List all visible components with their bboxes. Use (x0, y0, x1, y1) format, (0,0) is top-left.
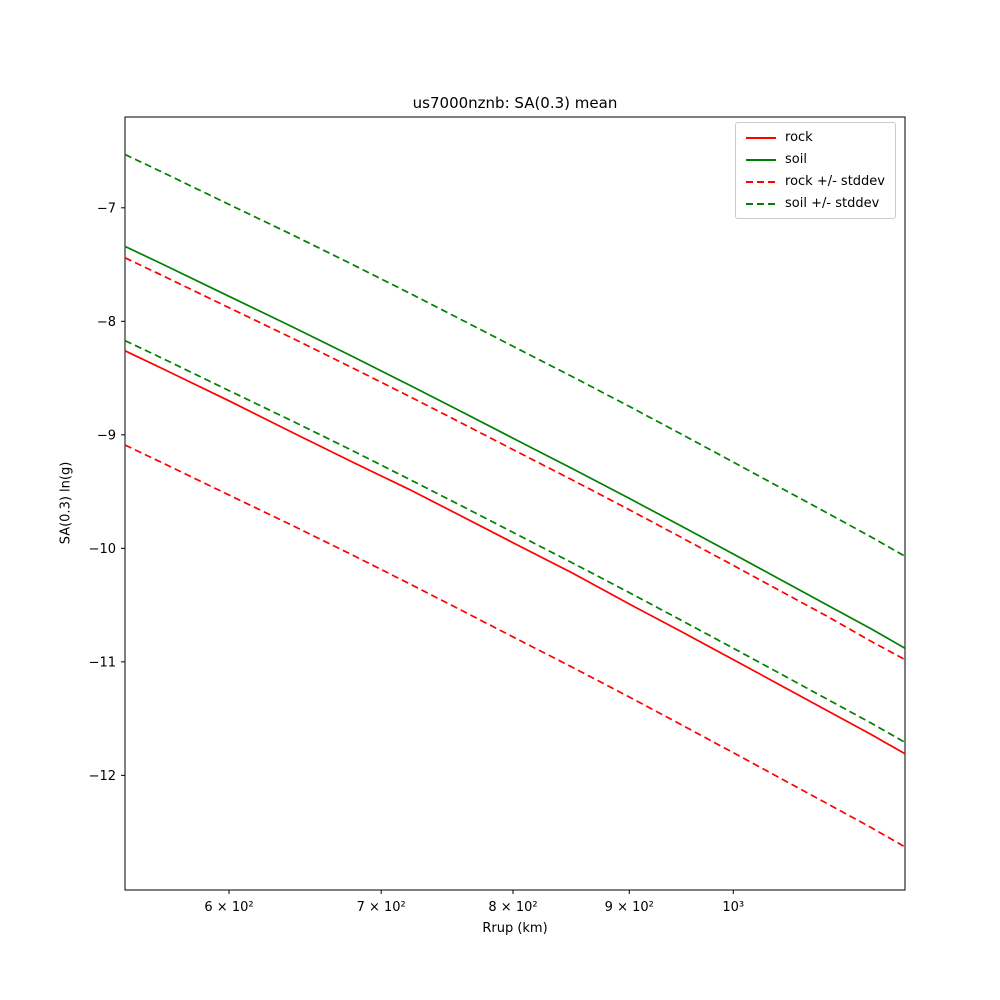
y-tick-label: −7 (97, 201, 116, 216)
legend: rock soil rock +/- stddev soil +/- stdde… (735, 122, 896, 219)
chart-title: us7000nznb: SA(0.3) mean (412, 94, 618, 112)
series-line-rock-stddev (124, 444, 906, 848)
soil-stddev-line-sample (746, 202, 777, 205)
y-tick-label: −12 (89, 769, 116, 784)
rock-stddev-line-sample (746, 180, 777, 183)
y-tick-label: −8 (97, 315, 116, 330)
x-axis-label: Rrup (km) (482, 921, 548, 936)
series-line-soil-stddev (124, 339, 906, 744)
x-tick-label: 6 × 10² (204, 900, 253, 915)
legend-label: soil (785, 152, 807, 167)
axes-frame (124, 116, 906, 891)
legend-label: rock (785, 130, 813, 145)
y-tick-label: −9 (97, 428, 116, 443)
x-tick-label: 7 × 10² (357, 900, 406, 915)
y-axis-label: SA(0.3) ln(g) (58, 461, 74, 545)
legend-item-soil-stddev: soil +/- stddev (746, 196, 885, 211)
legend-label: rock +/- stddev (785, 174, 885, 189)
x-tick-label: 10³ (722, 900, 744, 915)
x-tick-label: 9 × 10² (605, 900, 654, 915)
y-tick-label: −11 (89, 655, 116, 670)
series-line-rock-stddev (124, 257, 906, 661)
legend-label: soil +/- stddev (785, 196, 880, 211)
series-line-rock (124, 350, 906, 755)
soil-line-sample (746, 158, 777, 161)
legend-item-soil: soil (746, 152, 885, 167)
legend-item-rock: rock (746, 130, 885, 145)
y-tick-label: −10 (89, 542, 116, 557)
rock-line-sample (746, 136, 777, 139)
series-line-soil-stddev (124, 153, 906, 558)
legend-item-rock-stddev: rock +/- stddev (746, 174, 885, 189)
series-line-soil (124, 245, 906, 649)
x-tick-label: 8 × 10² (488, 900, 537, 915)
